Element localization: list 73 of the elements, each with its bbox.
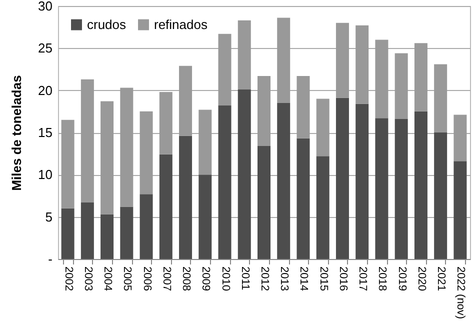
bar bbox=[394, 53, 408, 120]
bar bbox=[80, 202, 94, 259]
y-tick-label: 20 bbox=[38, 82, 52, 98]
bar bbox=[198, 110, 212, 175]
bar bbox=[454, 114, 467, 162]
x-tick-label: 2004 bbox=[102, 266, 114, 291]
bar bbox=[258, 146, 270, 259]
bar bbox=[414, 43, 428, 112]
bar bbox=[120, 88, 134, 207]
bar bbox=[61, 208, 74, 259]
bar bbox=[218, 106, 232, 259]
x-tick-label: 2019 bbox=[396, 266, 408, 291]
bar bbox=[238, 89, 251, 259]
y-tick-label: 25 bbox=[38, 40, 52, 56]
y-tick-label: 10 bbox=[38, 167, 52, 182]
x-tick-label: 2020 bbox=[415, 266, 428, 291]
bar bbox=[238, 20, 251, 90]
bar bbox=[336, 98, 349, 259]
bar bbox=[296, 76, 310, 138]
bar bbox=[356, 25, 369, 104]
x-tick-label: 2017 bbox=[356, 266, 369, 291]
y-tick-label: 30 bbox=[38, 0, 52, 14]
bar bbox=[356, 104, 369, 259]
bar bbox=[394, 119, 408, 259]
bar bbox=[454, 161, 467, 259]
bar bbox=[179, 66, 192, 136]
bar bbox=[159, 92, 172, 154]
bar bbox=[198, 174, 212, 259]
bar bbox=[277, 102, 290, 259]
bar bbox=[258, 76, 270, 146]
bar bbox=[80, 79, 94, 202]
legend-label: crudos bbox=[87, 16, 127, 32]
legend-label: refinados bbox=[154, 16, 208, 32]
x-tick-label: 2018 bbox=[376, 266, 388, 291]
bar bbox=[316, 156, 330, 259]
x-tick-label: 2016 bbox=[336, 266, 349, 291]
bar bbox=[179, 136, 192, 259]
x-tick-label: 2013 bbox=[278, 266, 290, 291]
x-tick-label: 2011 bbox=[238, 266, 251, 290]
bar bbox=[218, 34, 232, 106]
x-tick-label: 2010 bbox=[219, 266, 232, 291]
bar bbox=[434, 64, 448, 132]
bar bbox=[414, 111, 428, 259]
bar bbox=[277, 18, 290, 103]
x-tick-label: 2015 bbox=[317, 266, 330, 291]
y-tick-label: 5 bbox=[45, 209, 52, 224]
bar bbox=[375, 40, 388, 118]
bar bbox=[159, 154, 172, 259]
bar bbox=[140, 194, 153, 259]
bar bbox=[316, 98, 330, 156]
x-tick-label: 2003 bbox=[82, 266, 94, 291]
x-tick-label: 2005 bbox=[121, 266, 134, 291]
bar bbox=[296, 138, 310, 259]
y-tick-label: - bbox=[48, 252, 52, 266]
x-tick-label: 2007 bbox=[160, 266, 172, 291]
x-tick-label: 2006 bbox=[140, 266, 153, 291]
x-tick-label: 2014 bbox=[298, 266, 310, 291]
bar bbox=[100, 101, 114, 214]
x-tick-label: 2009 bbox=[200, 266, 212, 291]
bar bbox=[140, 111, 153, 194]
y-axis-title: Miles de toneladas bbox=[9, 75, 24, 191]
bar bbox=[100, 214, 114, 259]
bar bbox=[434, 132, 448, 259]
y-tick-label: 15 bbox=[38, 125, 52, 140]
bar bbox=[336, 22, 349, 98]
x-tick-label: 2002 bbox=[62, 266, 74, 291]
bar bbox=[61, 120, 74, 208]
x-tick-label: 2022 (nov) bbox=[454, 266, 467, 320]
x-tick-label: 2012 bbox=[258, 266, 270, 291]
bar bbox=[120, 206, 134, 259]
x-tick-label: 2021 bbox=[435, 266, 448, 291]
x-tick-label: 2008 bbox=[180, 266, 192, 291]
bar bbox=[375, 118, 388, 259]
